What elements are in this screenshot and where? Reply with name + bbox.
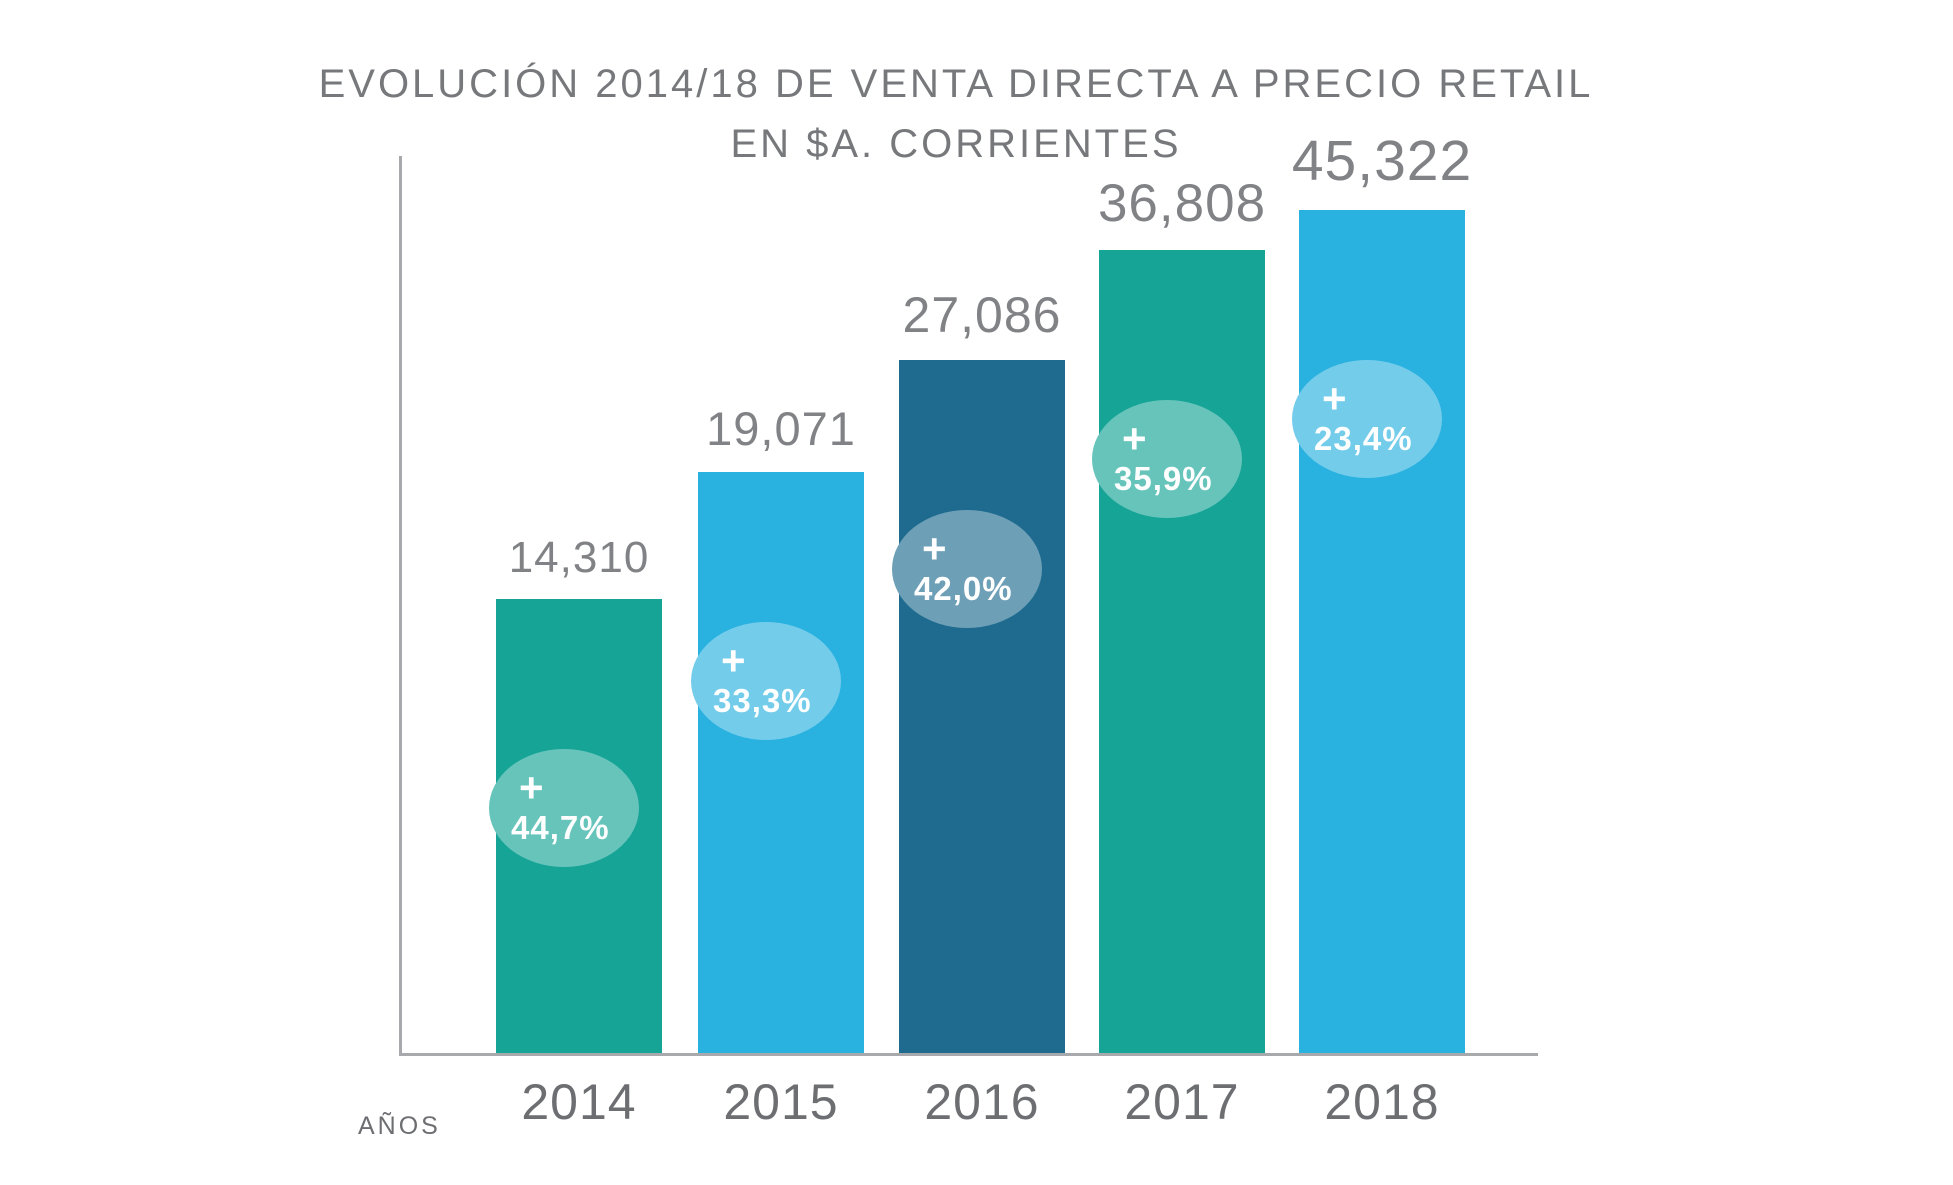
x-ticks: 2014 2015 2016 2017 2018 [402,1053,1538,1133]
chart-title: EVOLUCIÓN 2014/18 DE VENTA DIRECTA A PRE… [306,54,1606,174]
bar-value-label: 27,086 [902,287,1062,343]
plus-icon: + [519,764,544,811]
bar-2016: 27,086 +42,0% [892,287,1065,1053]
plus-icon: + [922,525,947,572]
bar-2018: 45,322 +23,4% [1292,129,1471,1053]
plus-icon: + [1322,375,1347,422]
growth-badge: +23,4% [1292,360,1442,478]
bar-value-label: 14,310 [508,533,650,582]
x-tick-2018: 2018 [1324,1074,1440,1130]
x-tick-2017: 2017 [1124,1074,1240,1130]
growth-badge: +44,7% [489,749,639,867]
growth-percent: 23,4% [1314,420,1413,457]
x-tick-2014: 2014 [521,1074,637,1130]
x-tick-2016: 2016 [924,1074,1040,1130]
x-axis-label: AÑOS [358,1112,441,1140]
growth-percent: 42,0% [914,570,1013,607]
bar-value-label: 45,322 [1291,129,1473,193]
plus-icon: + [1122,415,1147,462]
growth-percent: 35,9% [1114,460,1213,497]
plus-icon: + [721,637,746,684]
growth-badge: +42,0% [892,510,1042,628]
chart-title-line2: EN $A. CORRIENTES [730,122,1182,166]
growth-badge: +35,9% [1092,400,1242,518]
bar-value-label: 36,808 [1097,174,1267,233]
bar-value-label: 19,071 [706,402,856,455]
bar-2015: 19,071 +33,3% [691,402,864,1053]
bar-2017: 36,808 +35,9% [1092,174,1265,1053]
growth-percent: 44,7% [511,809,610,846]
growth-percent: 33,3% [713,682,812,719]
chart-title-line1: EVOLUCIÓN 2014/18 DE VENTA DIRECTA A PRE… [318,62,1594,106]
x-tick-2015: 2015 [723,1074,839,1130]
bar-2014: 14,310 +44,7% [489,533,662,1053]
growth-badge: +33,3% [691,622,841,740]
plot-area: 14,310 +44,7% 19,071 +33,3% 27,086 +42,0% 36,8… [399,129,1538,1130]
